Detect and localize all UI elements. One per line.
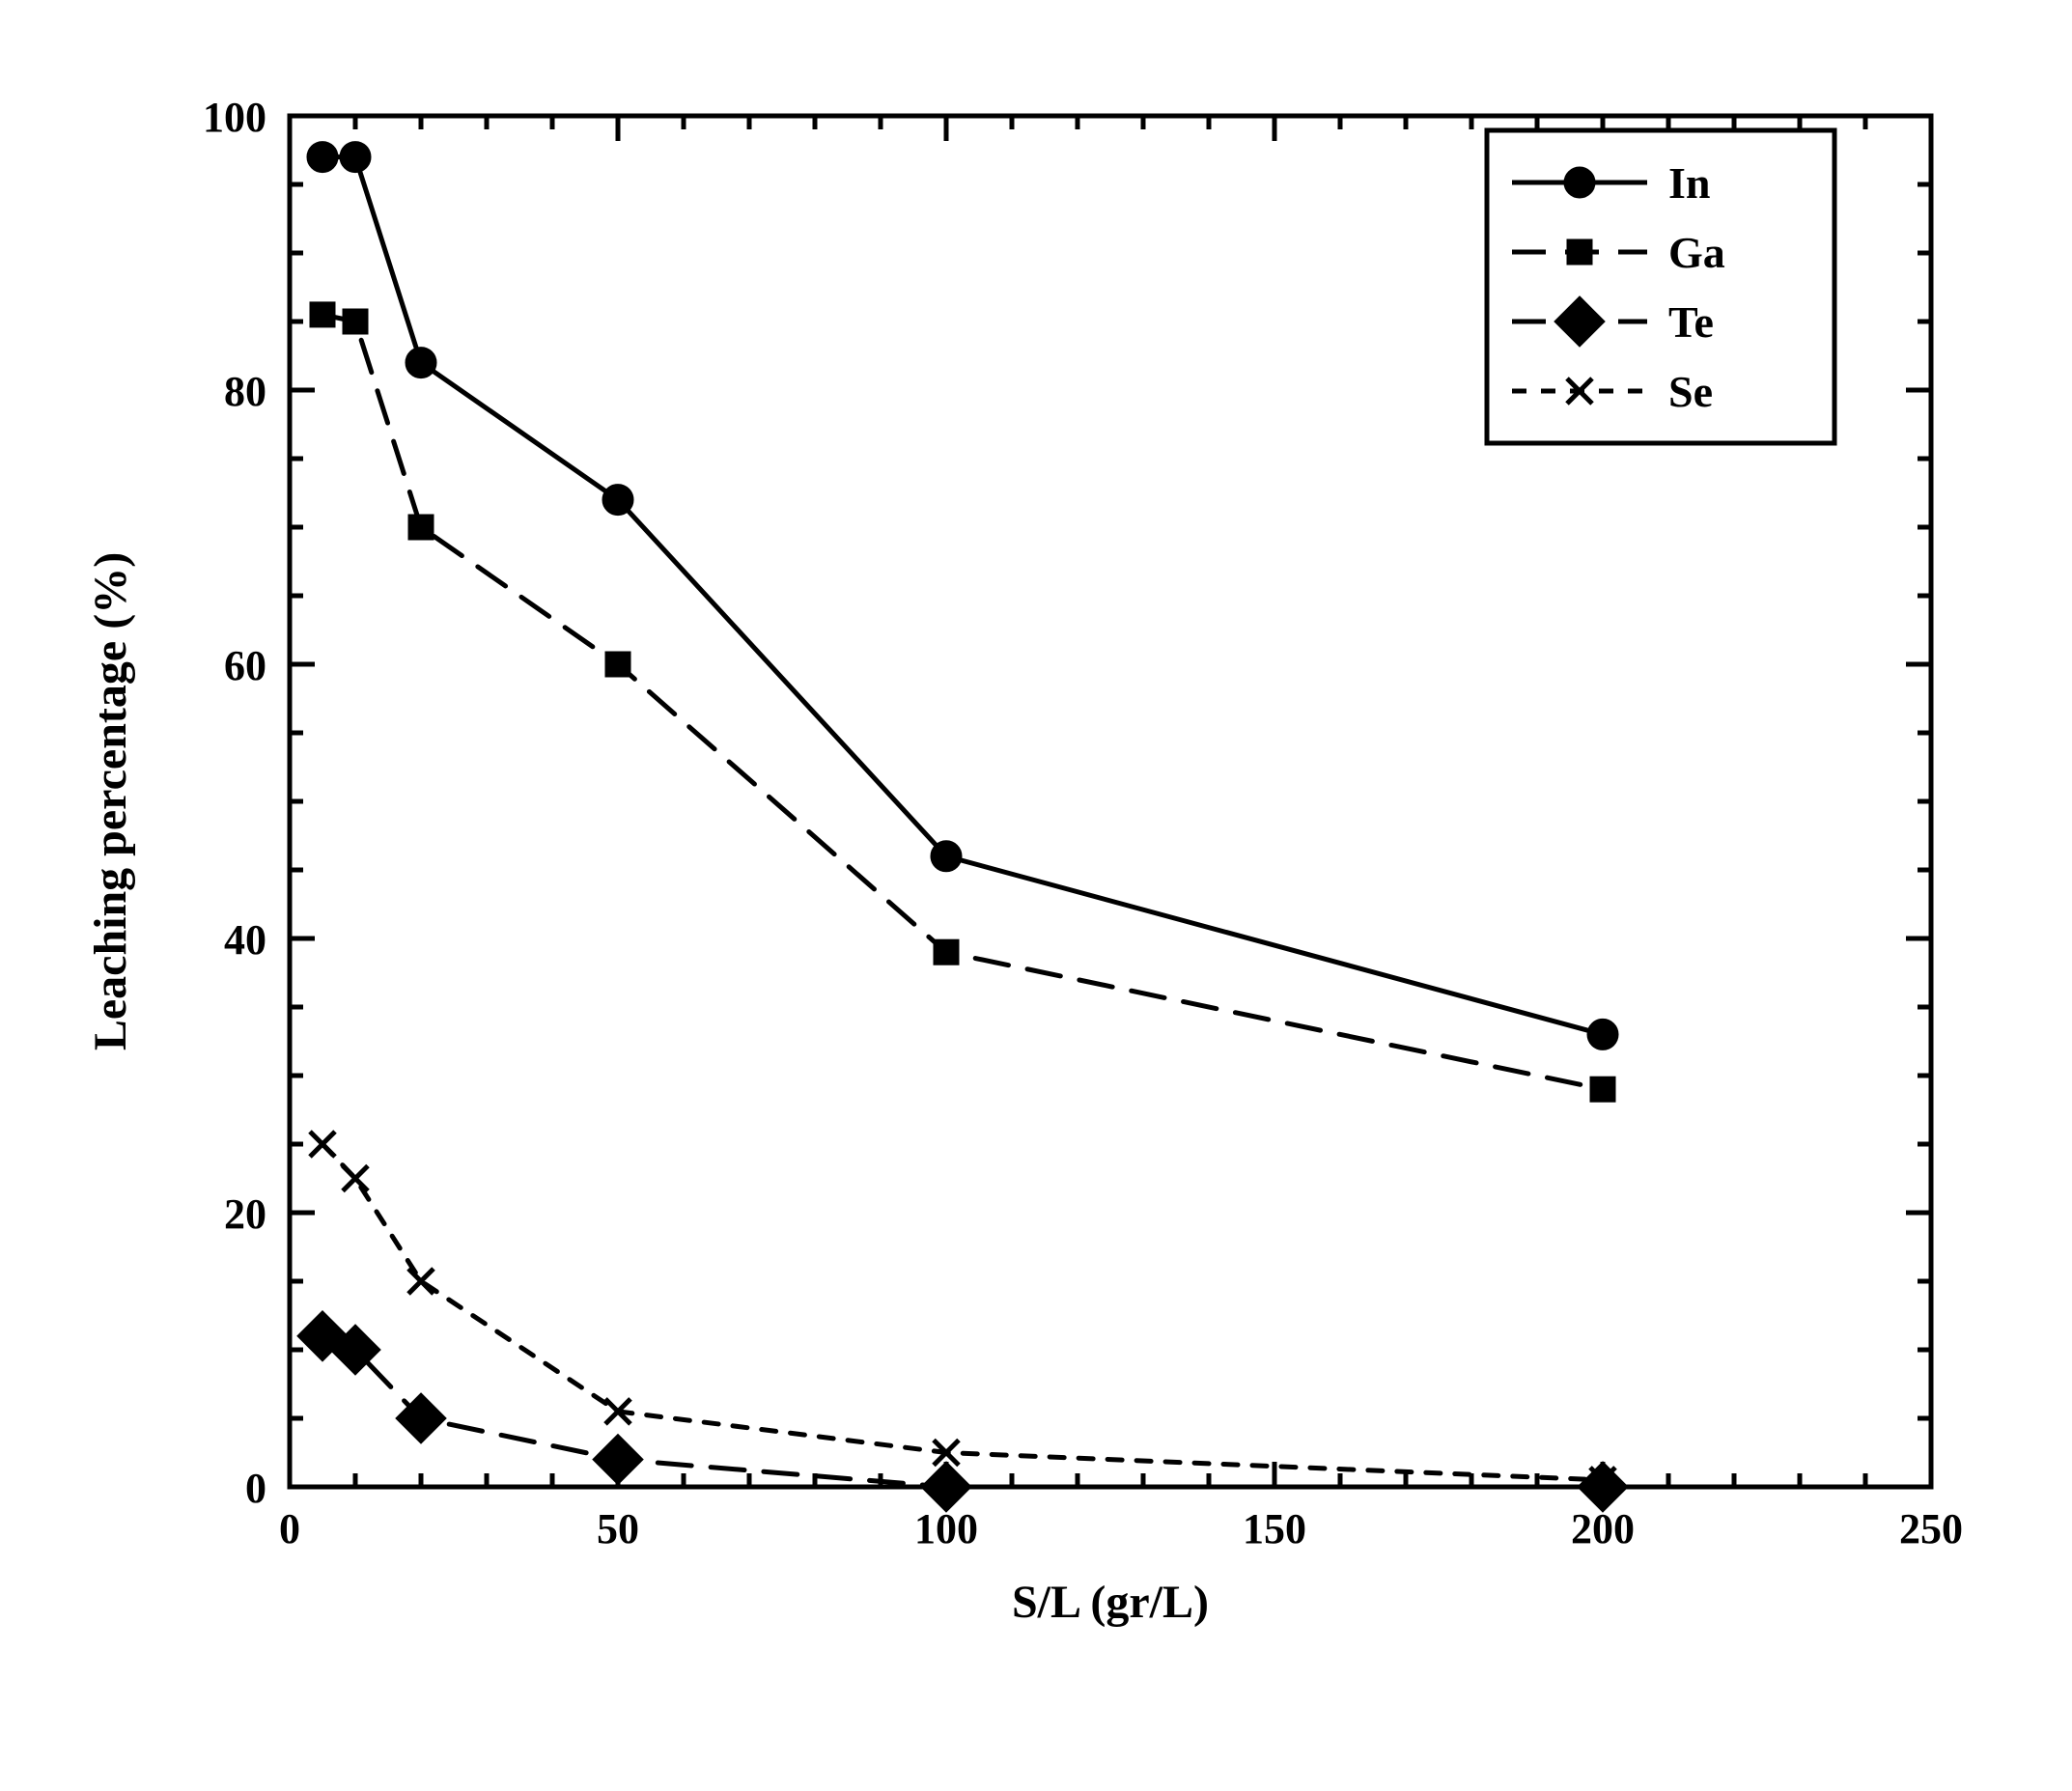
x-axis-label: S/L (gr/L) [1012,1577,1209,1628]
y-tick-label: 60 [224,642,266,689]
x-tick-label: 250 [1899,1505,1963,1553]
legend-label-in: In [1668,158,1710,208]
y-axis-label: Leaching percentage (%) [85,552,136,1050]
y-tick-label: 20 [224,1190,266,1238]
legend-label-te: Te [1668,297,1714,347]
legend: In Ga Te Se [1487,130,1834,443]
y-tick-label: 100 [203,94,266,141]
chart-container: 050100150200250020406080100S/L (gr/L)Lea… [0,0,2072,1791]
y-tick-label: 0 [245,1465,266,1512]
x-tick-label: 50 [597,1505,639,1553]
legend-label-ga: Ga [1668,228,1725,277]
x-tick-label: 0 [279,1505,300,1553]
legend-label-se: Se [1668,367,1713,416]
y-tick-label: 80 [224,368,266,415]
x-tick-label: 150 [1243,1505,1306,1553]
y-tick-label: 40 [224,916,266,964]
leaching-chart: 050100150200250020406080100S/L (gr/L)Lea… [0,0,2072,1791]
